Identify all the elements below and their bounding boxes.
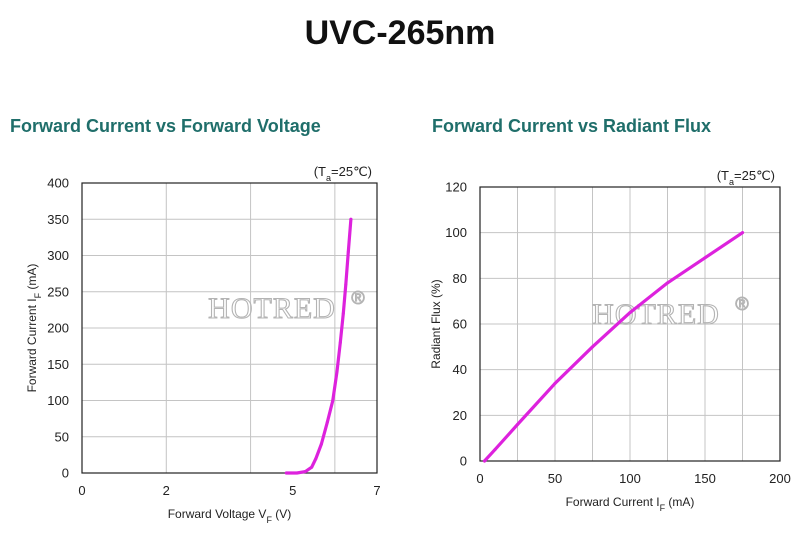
chart1-ytick-label: 250: [47, 284, 69, 299]
chart1-condition-text: (T: [314, 164, 326, 179]
chart1-xlabel-sub: F: [266, 515, 272, 525]
chart1-ytick-label: 200: [47, 321, 69, 336]
chart1-frame: [81, 182, 378, 474]
chart2-condition-sub: a: [729, 177, 734, 187]
chart1-watermark: HOTRED ®: [208, 288, 366, 326]
chart1-ytick-label: 300: [47, 248, 69, 263]
chart2-condition: (Ta=25℃): [717, 168, 775, 187]
chart1-data-point: [319, 442, 323, 446]
chart1-title: Forward Current vs Forward Voltage: [10, 116, 321, 136]
chart1-ylabel-sub: F: [33, 292, 43, 298]
chart1-data-point: [341, 312, 345, 315]
chart1-xlabel: Forward Voltage VF (V): [168, 507, 292, 525]
chart1-data-point: [346, 250, 350, 254]
chart1-data-point: [303, 470, 307, 474]
chart1-ytick-label: 0: [62, 466, 69, 481]
chart2-ylabel-text: Radiant Flux (%): [429, 279, 443, 368]
chart2-ytick-label: 0: [460, 454, 467, 469]
chart1-condition-sub: a: [326, 173, 331, 183]
page-title: UVC-265nm: [304, 14, 496, 52]
chart2-series-points-0: [483, 231, 744, 463]
chart1-xticks: 0 2 5 7: [78, 483, 380, 498]
chart2-series-line-0: [482, 231, 745, 463]
chart2-data-point: [628, 311, 632, 315]
chart1-ylabel-text: Forward Current I: [25, 298, 39, 392]
chart1-ytick-label: 400: [47, 176, 69, 191]
chart2-data-point: [591, 345, 594, 349]
chart1-data-point: [295, 471, 299, 475]
chart1-ytick-label: 350: [47, 212, 69, 227]
chart2-ytick-label: 60: [453, 317, 467, 332]
chart2-xlabel-suffix: (mA): [665, 495, 694, 509]
chart2-ytick-label: 20: [453, 408, 467, 423]
chart2-xtick-label: 150: [694, 471, 716, 486]
chart2-ytick-label: 100: [445, 225, 467, 240]
chart1-ylabel-suffix: (mA): [25, 264, 39, 293]
chart1-condition: (Ta=25℃): [314, 164, 372, 183]
chart2-data-point: [553, 381, 557, 385]
chart1-ylabel: Forward Current IF (mA): [25, 264, 43, 393]
chart2-yticks: 0 20 40 60 80 100 120: [445, 180, 467, 469]
chart2-condition-suffix: =25℃): [734, 168, 775, 183]
chart2-xlabel: Forward Current IF (mA): [566, 495, 695, 513]
chart2-watermark-mark: ®: [735, 294, 748, 314]
chart1-series-points-0: [284, 217, 353, 475]
chart1-vf-if: HOTRED ® 0 50 100 150 200 250 300 350 400 0 2 5 7 Forwa…: [25, 164, 381, 525]
chart2-data-point: [493, 448, 497, 452]
chart1-xlabel-text: Forward Voltage V: [168, 507, 267, 521]
chart2-xlabel-sub: F: [660, 503, 666, 513]
chart2-condition-text: (T: [717, 168, 729, 183]
chart2-xticks: 0 50 100 150 200: [476, 471, 790, 486]
chart1-ytick-label: 150: [47, 357, 69, 372]
chart2-title: Forward Current vs Radiant Flux: [432, 116, 712, 136]
chart1-condition-suffix: =25℃): [331, 164, 372, 179]
chart1-xtick-label: 2: [163, 483, 170, 498]
chart1-xtick-label: 7: [373, 483, 380, 498]
chart1-watermark-mark: ®: [351, 288, 364, 308]
chart2-frame: [479, 186, 781, 462]
chart1-ytick-label: 100: [47, 393, 69, 408]
chart2-data-point: [666, 281, 669, 285]
chart1-ytick-label: 50: [55, 429, 69, 444]
chart2-data-point: [741, 231, 744, 235]
chart2-watermark-text: HOTRED: [592, 298, 720, 331]
chart1-data-point: [331, 399, 335, 402]
chart2-xtick-label: 200: [769, 471, 791, 486]
chart1-data-point: [338, 341, 342, 344]
chart1-data-point: [344, 283, 348, 286]
chart1-xtick-label: 5: [289, 483, 296, 498]
chart2-xtick-label: 100: [619, 471, 641, 486]
chart2-ytick-label: 40: [453, 362, 467, 377]
chart1-data-point: [325, 420, 329, 424]
chart2-watermark: HOTRED ®: [592, 294, 750, 332]
chart2-data-point: [516, 422, 519, 426]
chart2-ytick-label: 120: [445, 180, 467, 195]
chart2-xtick-label: 50: [548, 471, 562, 486]
chart1-data-point: [349, 217, 353, 221]
chart1-xtick-label: 0: [78, 483, 85, 498]
chart1-data-point: [310, 465, 314, 469]
chart1-watermark-text: HOTRED: [208, 292, 336, 325]
chart2-xtick-label: 0: [476, 471, 483, 486]
chart2-ylabel: Radiant Flux (%): [429, 279, 443, 368]
chart2-xlabel-text: Forward Current I: [566, 495, 660, 509]
chart1-data-point: [314, 457, 318, 460]
chart1-xlabel-suffix: (V): [272, 507, 291, 521]
chart2-data-point: [483, 459, 486, 463]
chart1-data-point: [284, 471, 288, 475]
chart2-ytick-label: 80: [453, 271, 467, 286]
chart1-yticks: 0 50 100 150 200 250 300 350 400: [47, 176, 69, 481]
chart2-data-point: [703, 256, 707, 260]
chart1-data-point: [335, 370, 339, 373]
